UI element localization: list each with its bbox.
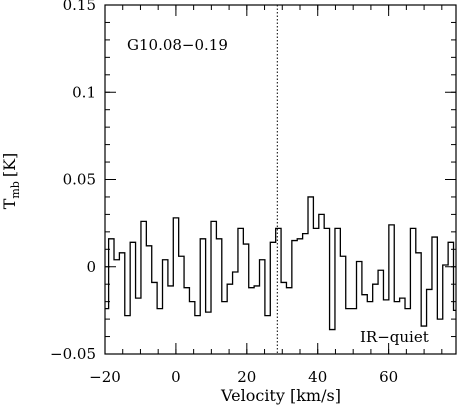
y-axis-title: Tmb [K]: [0, 153, 22, 210]
plot-frame: [104, 4, 457, 355]
x-tick-label: 20: [237, 368, 256, 386]
y-axis-title-sub: mb: [9, 181, 22, 198]
x-tick-label: −20: [89, 368, 121, 386]
axis-ticks: [104, 4, 456, 355]
class-label: IR−quiet: [360, 328, 429, 346]
y-axis-title-main: T: [0, 198, 19, 209]
source-label: G10.08−0.19: [127, 36, 228, 54]
y-tick-label: −0.05: [50, 345, 96, 363]
y-tick-label: 0: [86, 258, 96, 276]
spectrum-step-line: [105, 196, 456, 331]
spectrum-series: [105, 196, 456, 331]
x-tick-label: 60: [379, 368, 398, 386]
y-axis-title-unit: [K]: [0, 153, 19, 177]
x-tick-label: 40: [308, 368, 327, 386]
x-axis-title: Velocity [km/s]: [220, 386, 341, 405]
tick-labels: −20 0 20 40 60 −0.05 0 0.05 0.1 0.15: [50, 0, 398, 386]
y-tick-label: 0.1: [72, 83, 96, 101]
y-tick-label: 0.05: [63, 171, 96, 189]
x-tick-label: 0: [171, 368, 181, 386]
y-tick-label: 0.15: [63, 0, 96, 14]
